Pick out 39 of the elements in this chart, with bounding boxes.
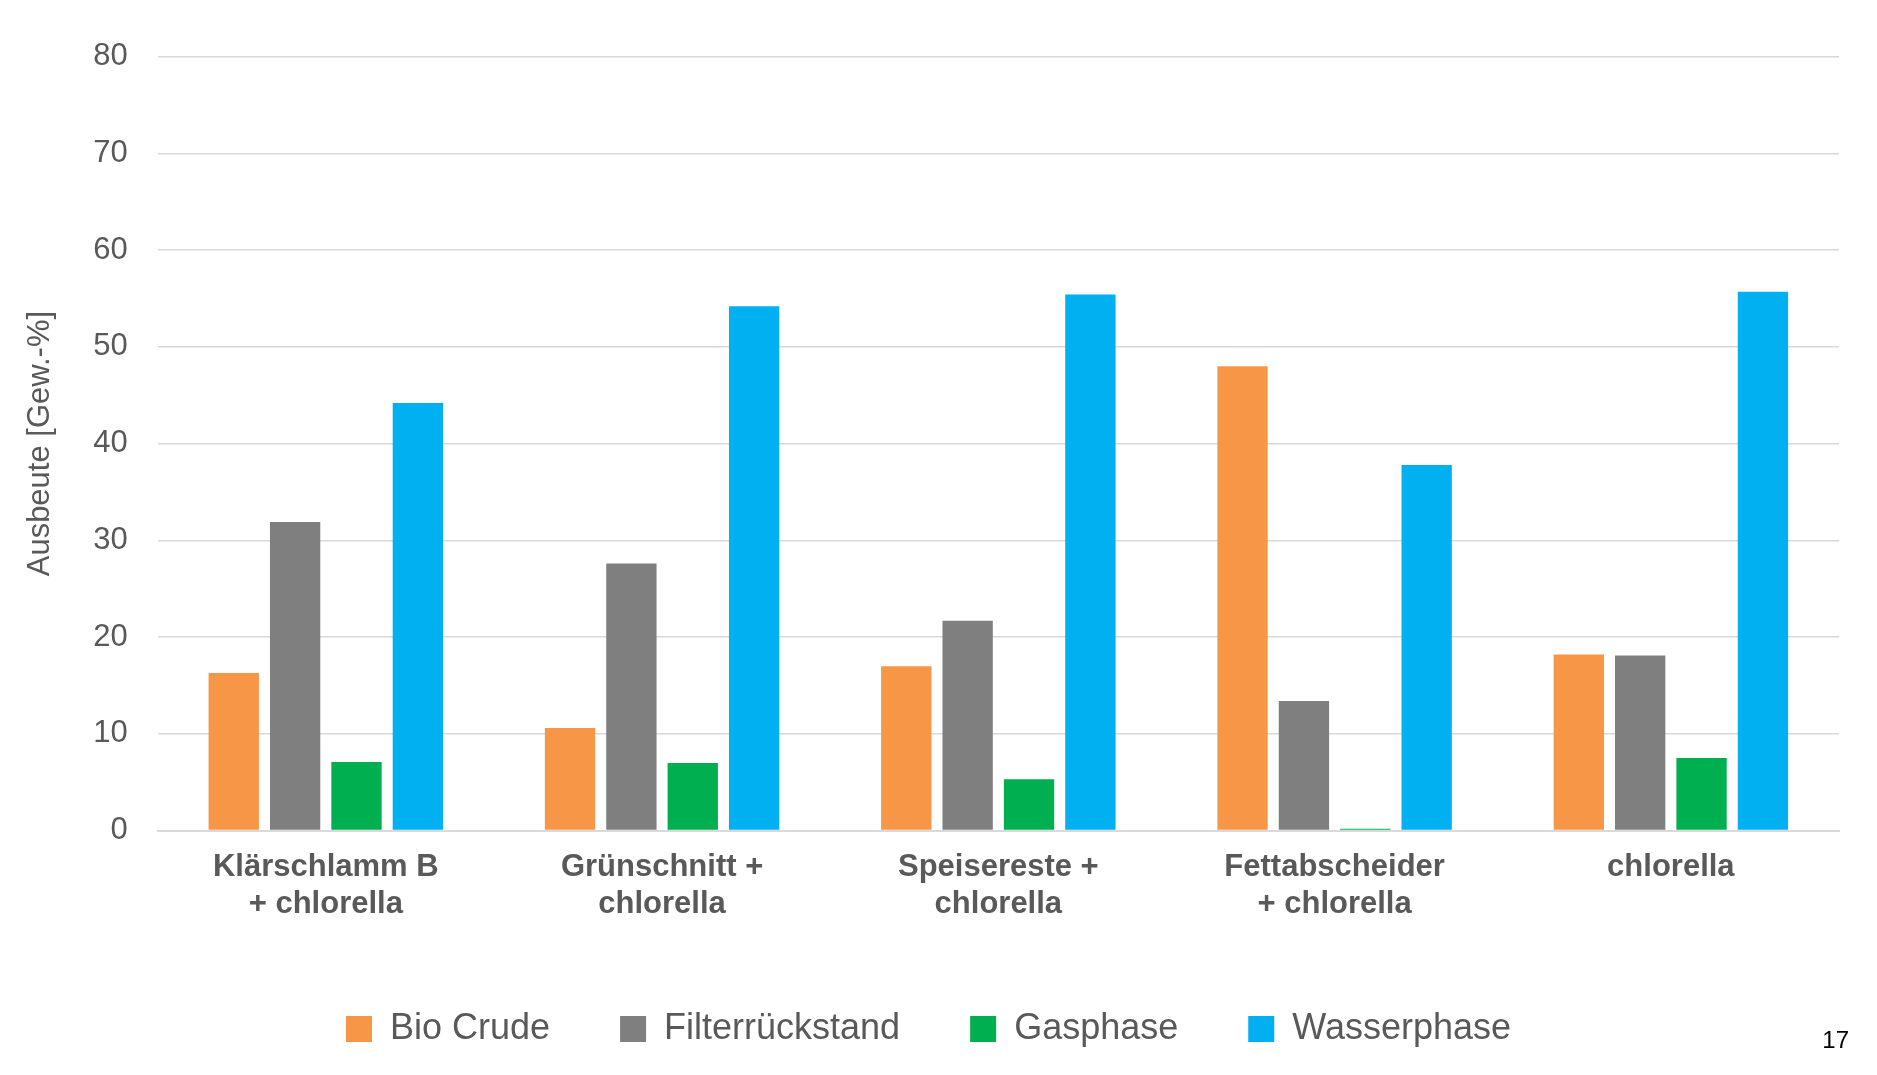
legend-label: Filterrückstand (664, 1005, 901, 1047)
y-tick-label: 70 (93, 133, 128, 169)
bar (881, 666, 932, 830)
y-tick-label: 20 (93, 617, 128, 653)
x-tick-label: Fettabscheider + chlorella (1224, 847, 1445, 920)
y-tick-label: 80 (93, 37, 128, 73)
bar (1676, 758, 1727, 830)
x-tick-label: Speisereste + chlorella (897, 847, 1099, 920)
x-tick-label: chlorella (1607, 847, 1736, 883)
bar (1278, 700, 1330, 830)
y-tick-label: 50 (93, 327, 128, 363)
bar (1553, 654, 1604, 830)
bar (728, 306, 780, 830)
y-axis-title: Ausbeute [Gew.-%] (21, 310, 57, 577)
bar (1615, 655, 1666, 830)
bar (208, 672, 259, 830)
legend-label: Bio Crude (389, 1005, 551, 1047)
bar (1065, 294, 1116, 830)
bar (1003, 779, 1055, 830)
bar (1217, 366, 1268, 830)
legend-label: Gasphase (1014, 1005, 1179, 1047)
bar (544, 728, 596, 830)
bar (667, 762, 718, 830)
bar (1737, 291, 1789, 830)
y-tick-label: 40 (93, 424, 128, 460)
bar (331, 761, 382, 830)
x-tick-label: Klärschlamm B + chlorella (212, 847, 439, 920)
bar (1401, 464, 1452, 830)
y-tick-label: 30 (93, 520, 128, 556)
bar (606, 563, 657, 830)
y-tick-label: 60 (93, 230, 128, 266)
bar (392, 402, 444, 830)
x-tick-label: Grünschnitt + chlorella (560, 847, 764, 920)
bar (269, 521, 321, 830)
y-tick-label: 0 (110, 811, 128, 847)
y-tick-label: 10 (93, 714, 128, 750)
text: 17 (1822, 1025, 1849, 1053)
bar (942, 620, 993, 830)
legend-label: Wasserphase (1292, 1005, 1512, 1047)
